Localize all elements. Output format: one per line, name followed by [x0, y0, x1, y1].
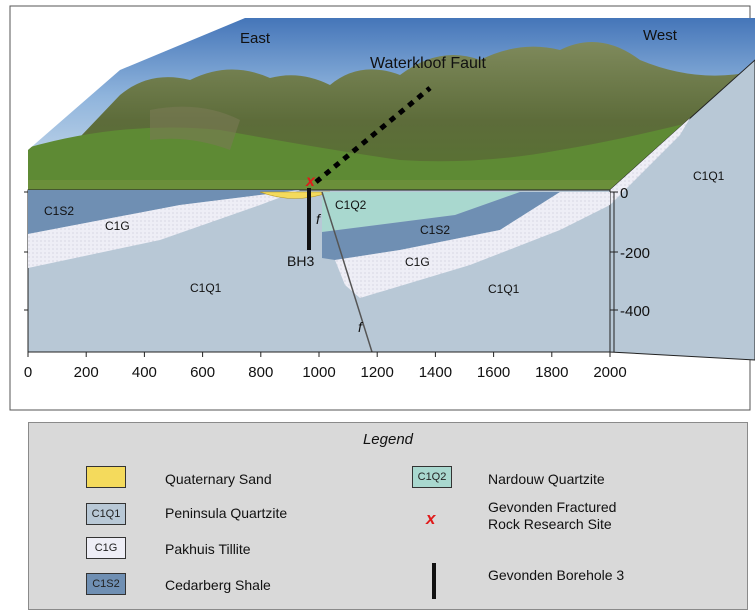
swatch-peninsula-quartzite: C1Q1: [86, 503, 126, 525]
waterkloof-fault-label: Waterkloof Fault: [370, 55, 486, 72]
distance-tick-label: 1000: [302, 364, 335, 381]
legend-label-research-site-line1: Gevonden Fractured: [488, 499, 617, 515]
legend-label-nardouw-quartzite: Nardouw Quartzite: [488, 471, 605, 487]
layer-c1g-right: [335, 192, 610, 298]
borehole-label: BH3: [287, 253, 314, 269]
east-label: East: [240, 30, 271, 47]
legend-label-pakhuis-tillite: Pakhuis Tillite: [165, 541, 251, 557]
distance-tick-label: 1600: [477, 364, 510, 381]
side-c1g-strip: [610, 118, 690, 205]
distance-tick-label: 400: [132, 364, 157, 381]
distance-axis: 0 200 400 600 800 1000 1200 1400 1600 1800 2000: [24, 351, 627, 381]
distance-tick-label: 1200: [361, 364, 394, 381]
depth-tick-label: -200: [620, 245, 650, 262]
swatch-nardouw-quartzite: C1Q2: [412, 466, 452, 488]
depth-tick-label: -400: [620, 303, 650, 320]
unit-label-c1q1-side: C1Q1: [693, 169, 725, 183]
borehole-bar: [307, 188, 311, 250]
west-label: West: [643, 27, 678, 44]
unit-label-c1s2-right: C1S2: [420, 223, 450, 237]
site-marker: x: [305, 173, 316, 190]
unit-label-c1q2: C1Q2: [335, 198, 367, 212]
layer-c1g-left: [28, 190, 300, 268]
distance-tick-label: 200: [74, 364, 99, 381]
layer-c1q2: [322, 192, 520, 232]
landscape-photo: [28, 18, 755, 190]
fault-mark-lower: f: [358, 319, 364, 335]
legend-label-quaternary-sand: Quaternary Sand: [165, 471, 272, 487]
legend: Legend Quaternary Sand C1Q1 Peninsula Qu…: [28, 422, 748, 610]
distance-tick-label: 0: [24, 364, 32, 381]
distance-tick-label: 800: [248, 364, 273, 381]
legend-borehole-bar: [432, 563, 436, 599]
unit-label-c1g-right: C1G: [405, 255, 430, 269]
layer-c1s2-left: [28, 190, 300, 234]
cross-section: [27, 188, 611, 353]
legend-site-marker: x: [426, 509, 436, 528]
waterkloof-fault-trace: [314, 86, 432, 184]
distance-tick-label: 1800: [535, 364, 568, 381]
legend-label-cedarberg-shale: Cedarberg Shale: [165, 577, 271, 593]
distance-tick-label: 2000: [593, 364, 626, 381]
fault-mark-upper: f: [316, 211, 322, 227]
unit-label-c1q1-right: C1Q1: [488, 282, 520, 296]
fault-line: [321, 191, 373, 353]
swatch-cedarberg-shale: C1S2: [86, 573, 126, 595]
unit-label-c1s2-left: C1S2: [44, 204, 74, 218]
depth-tick-label: 0: [620, 185, 628, 202]
distance-tick-label: 1400: [419, 364, 452, 381]
swatch-quaternary-sand: [86, 466, 126, 488]
legend-title: Legend: [362, 431, 414, 448]
legend-label-peninsula-quartzite: Peninsula Quartzite: [165, 505, 288, 521]
legend-label-borehole: Gevonden Borehole 3: [488, 567, 625, 583]
layer-c1s2-right: [322, 192, 560, 260]
legend-label-research-site-line2: Rock Research Site: [488, 516, 612, 532]
distance-tick-label: 600: [190, 364, 215, 381]
unit-label-c1g-left: C1G: [105, 219, 130, 233]
unit-label-c1q1-left: C1Q1: [190, 281, 222, 295]
legend-label-research-site: Gevonden Fractured Rock Research Site: [488, 499, 616, 533]
swatch-pakhuis-tillite: C1G: [86, 537, 126, 559]
depth-axis: 0 -200 -400: [24, 185, 650, 352]
